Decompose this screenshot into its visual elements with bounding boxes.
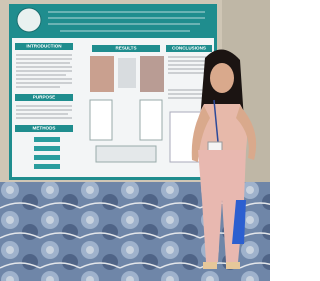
shoe [226, 262, 240, 269]
section-title: RESULTS [115, 46, 136, 51]
face [210, 63, 234, 93]
logo [17, 8, 41, 32]
section-title: CONCLUSIONS [172, 46, 206, 51]
page: INTRODUCTION RESULTS CONCLUSIONS PURPOSE… [0, 0, 270, 281]
poster: INTRODUCTION RESULTS CONCLUSIONS PURPOSE… [9, 4, 217, 180]
photo: INTRODUCTION RESULTS CONCLUSIONS PURPOSE… [0, 0, 270, 281]
section-title: METHODS [33, 126, 56, 131]
shoe [203, 262, 217, 269]
section-title: INTRODUCTION [26, 44, 62, 49]
section-title: PURPOSE [33, 95, 55, 100]
